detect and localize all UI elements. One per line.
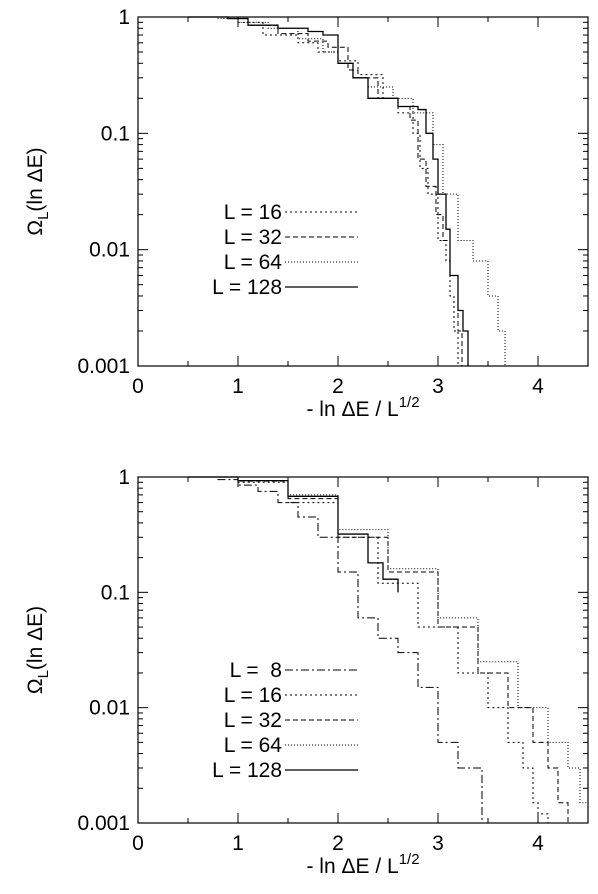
y-tick-label: 1 xyxy=(118,6,130,29)
legend-label: L = 8 xyxy=(230,659,282,682)
x-tick-label: 3 xyxy=(432,375,444,398)
legend-label: L = 16 xyxy=(224,201,282,224)
x-tick-label: 4 xyxy=(532,832,544,855)
x-tick-label: 2 xyxy=(332,375,344,398)
legend-label: L = 16 xyxy=(224,684,282,707)
x-axis-label: - ln ΔE / L1/2 xyxy=(306,851,419,878)
x-tick-label: 3 xyxy=(432,832,444,855)
y-tick-label: 0.1 xyxy=(101,581,130,604)
legend-label: L = 32 xyxy=(224,226,282,249)
x-axis-label: - ln ΔE / L1/2 xyxy=(306,394,419,421)
series-line-3 xyxy=(188,16,469,366)
y-tick-label: 0.01 xyxy=(89,697,130,720)
series-line-1 xyxy=(178,16,463,366)
series-line-0 xyxy=(168,16,459,366)
x-tick-label: 2 xyxy=(332,832,344,855)
series-line-1 xyxy=(188,476,549,823)
y-axis-label: ΩL(ln ΔE) xyxy=(24,606,52,694)
series-line-2 xyxy=(168,16,506,366)
y-axis-label: ΩL(ln ΔE) xyxy=(24,147,52,235)
plot-frame xyxy=(137,16,589,367)
plot-frame xyxy=(137,476,589,824)
y-tick-label: 0.001 xyxy=(77,355,130,378)
y-tick-label: 1 xyxy=(118,466,130,489)
legend-label: L = 64 xyxy=(224,251,283,274)
x-tick-label: 0 xyxy=(132,375,144,398)
x-tick-label: 1 xyxy=(232,832,244,855)
y-tick-label: 0.01 xyxy=(89,239,130,262)
legend-label: L = 64 xyxy=(224,734,283,757)
legend-label: L = 128 xyxy=(212,759,282,782)
y-tick-label: 0.1 xyxy=(101,122,130,145)
series-line-0 xyxy=(188,476,483,823)
y-tick-label: 0.001 xyxy=(77,812,130,835)
legend-label: L = 32 xyxy=(224,709,282,732)
legend-label: L = 128 xyxy=(212,276,282,299)
series-line-4 xyxy=(188,476,399,593)
x-tick-label: 1 xyxy=(232,375,244,398)
x-tick-label: 4 xyxy=(532,375,544,398)
x-tick-label: 0 xyxy=(132,832,144,855)
